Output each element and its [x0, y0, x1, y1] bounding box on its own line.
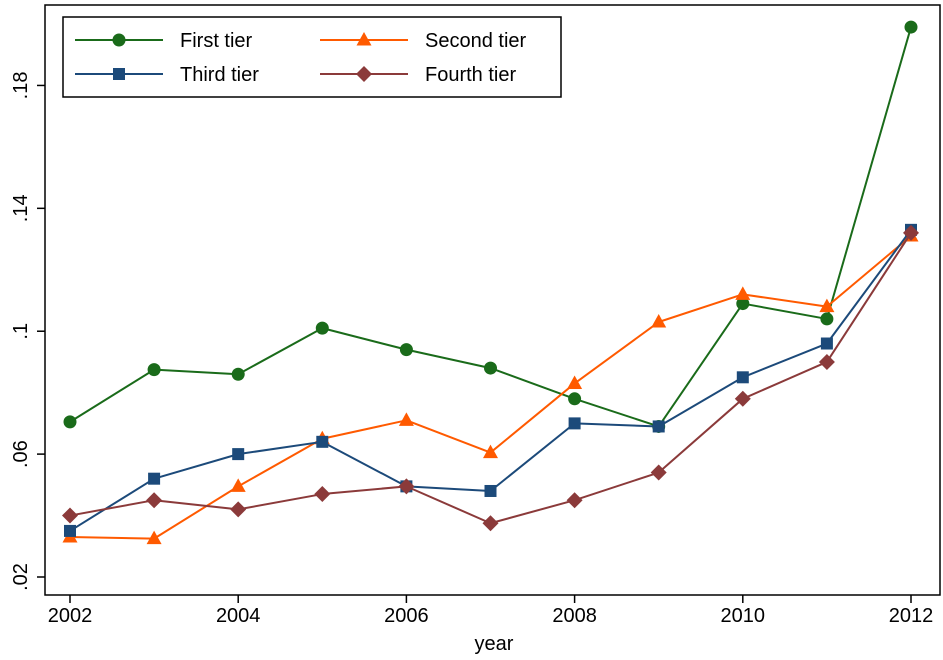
x-axis-title: year [475, 633, 514, 655]
x-tick-label: 2004 [216, 605, 261, 627]
data-point-first-tier [231, 367, 245, 381]
data-point-third-tier [64, 524, 76, 537]
y-tick-label: .06 [10, 440, 32, 468]
data-point-first-tier [820, 312, 834, 326]
data-point-first-tier [399, 343, 413, 357]
data-point-fourth-tier [903, 224, 919, 241]
data-point-third-tier [568, 417, 581, 430]
legend-item-third-tier: Third tier [75, 64, 259, 86]
data-point-second-tier [398, 412, 414, 426]
data-point-fourth-tier [146, 492, 163, 509]
legend-marker-third-tier [113, 68, 125, 80]
x-tick-label: 2006 [384, 605, 429, 627]
legend-label-second-tier: Second tier [425, 30, 527, 52]
data-point-first-tier [484, 361, 497, 375]
x-tick-label: 2010 [721, 605, 766, 627]
x-tick-label: 2002 [48, 605, 93, 627]
data-point-fourth-tier [230, 501, 247, 518]
legend-box [62, 16, 562, 98]
data-point-third-tier [148, 472, 161, 485]
legend-item-fourth-tier: Fourth tier [320, 64, 516, 86]
legend: First tier Second tier Third tier Fourth ti… [62, 16, 562, 98]
y-tick-label: .18 [10, 72, 32, 100]
legend-marker-first-tier [112, 33, 126, 47]
data-point-third-tier [736, 371, 749, 384]
data-point-first-tier [147, 363, 161, 377]
data-point-second-tier [819, 298, 835, 313]
data-point-second-tier [735, 286, 751, 300]
y-tick-label: .02 [10, 563, 32, 591]
legend-marker-fourth-tier [356, 66, 372, 82]
data-point-first-tier [568, 392, 582, 406]
series-line-fourth-tier [69, 232, 912, 525]
data-point-fourth-tier [566, 492, 583, 509]
data-point-first-tier [63, 415, 77, 429]
series-group [62, 20, 919, 545]
x-tick-label: 2008 [552, 605, 597, 627]
data-point-fourth-tier [734, 390, 751, 407]
data-point-second-tier [230, 478, 246, 492]
x-tick-label: 2012 [889, 605, 934, 627]
data-point-third-tier [316, 435, 329, 448]
data-point-fourth-tier [314, 486, 331, 503]
data-point-fourth-tier [650, 464, 667, 481]
data-point-third-tier [484, 484, 497, 497]
series-first-tier [63, 20, 918, 433]
plot-frame [44, 4, 941, 596]
data-point-first-tier [904, 20, 918, 34]
y-tick-label: .14 [10, 194, 32, 222]
data-point-first-tier [736, 297, 750, 311]
data-point-third-tier [232, 448, 245, 461]
data-point-fourth-tier [818, 353, 835, 370]
data-point-third-tier [652, 420, 665, 433]
data-point-second-tier [146, 530, 162, 545]
series-fourth-tier [62, 224, 919, 532]
data-point-first-tier [315, 321, 329, 335]
y-tick-label: .1 [10, 323, 32, 340]
legend-label-fourth-tier: Fourth tier [425, 64, 516, 86]
data-point-second-tier [651, 314, 667, 328]
legend-item-first-tier: First tier [75, 30, 253, 52]
data-point-fourth-tier [482, 515, 499, 532]
data-point-second-tier [567, 375, 583, 389]
legend-item-second-tier: Second tier [320, 30, 527, 52]
axes: 2002 2004 2006 2008 2010 2012 .02 .06 .1 .14 .18 [10, 4, 941, 627]
data-point-fourth-tier [62, 507, 78, 524]
data-point-second-tier [483, 444, 498, 459]
series-third-tier [64, 223, 917, 537]
data-point-fourth-tier [398, 478, 415, 495]
legend-label-first-tier: First tier [180, 30, 253, 52]
data-point-third-tier [820, 337, 833, 350]
legend-label-third-tier: Third tier [180, 64, 259, 86]
legend-marker-second-tier [356, 32, 372, 46]
